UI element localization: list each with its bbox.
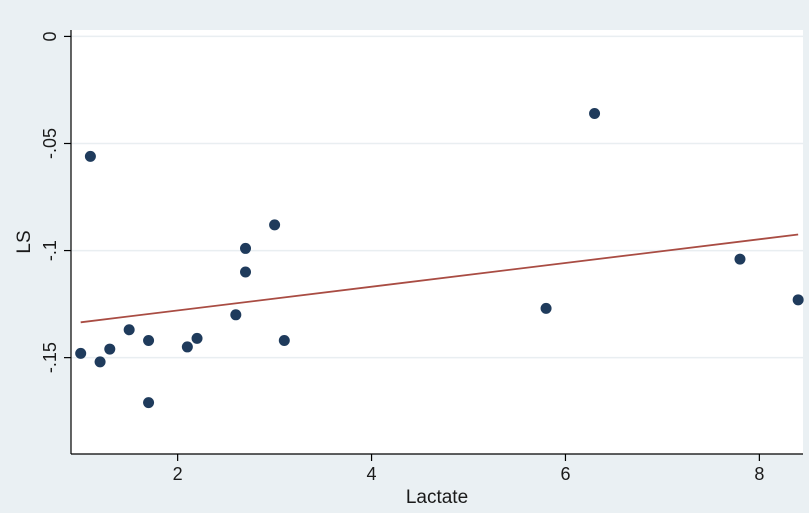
data-point [734, 253, 746, 265]
data-point [269, 219, 281, 231]
data-point [278, 335, 290, 347]
data-point [94, 356, 106, 368]
data-point [104, 343, 116, 355]
y-axis-ticks: 0 -.05 -.1 -.15 [40, 31, 71, 373]
x-tick-label-0: 2 [173, 464, 183, 484]
data-point [84, 150, 96, 162]
axes [70, 30, 803, 455]
data-point [589, 108, 601, 120]
x-tick-label-2: 6 [560, 464, 570, 484]
data-point [75, 347, 87, 359]
x-tick-label-1: 4 [367, 464, 377, 484]
y-axis-label: LS [14, 230, 35, 253]
data-point [540, 302, 552, 314]
points-group [75, 108, 804, 409]
data-point [123, 324, 135, 336]
x-axis-ticks: 2 4 6 8 [173, 454, 764, 484]
fit-line-group [80, 233, 799, 324]
data-point [143, 397, 155, 409]
data-point [181, 341, 193, 353]
x-axis-label: Lactate [406, 487, 468, 508]
data-point [792, 294, 804, 306]
data-point [240, 266, 252, 278]
y-tick-label-3: -.15 [40, 342, 60, 373]
fit-line [80, 233, 799, 324]
data-point [240, 242, 252, 254]
data-point [230, 309, 242, 321]
data-point [191, 332, 203, 344]
y-tick-label-2: -.1 [40, 240, 60, 261]
plot-area [71, 30, 803, 454]
x-tick-label-3: 8 [754, 464, 764, 484]
y-tick-label-0: 0 [40, 31, 60, 41]
y-tick-label-1: -.05 [40, 128, 60, 159]
data-point [143, 335, 155, 347]
gridlines [71, 35, 803, 359]
